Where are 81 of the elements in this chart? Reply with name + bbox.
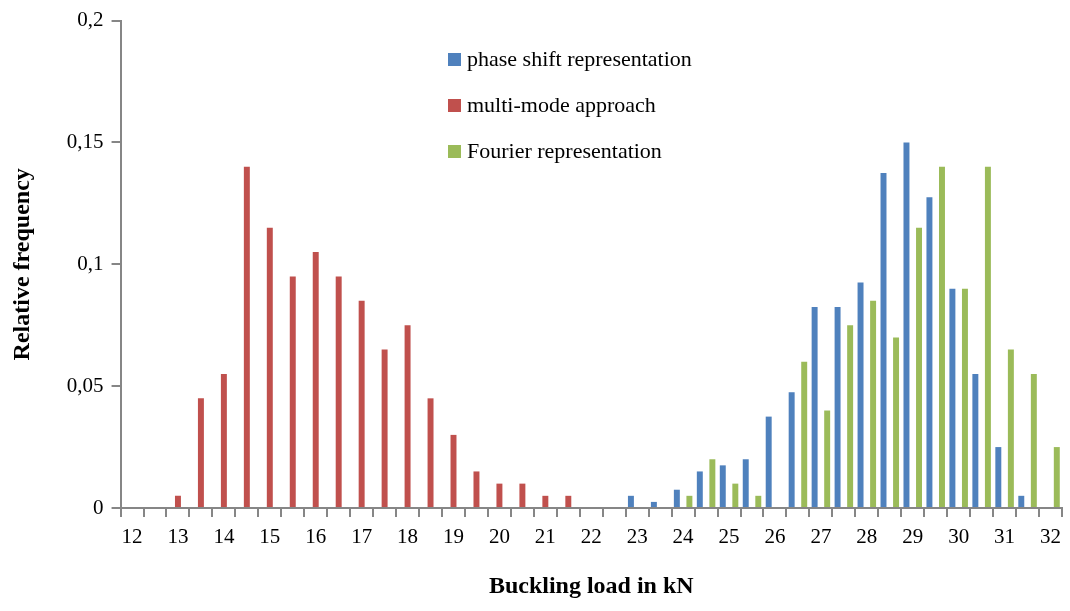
x-axis-title: Buckling load in kN [488, 571, 695, 598]
bar [381, 349, 388, 507]
x-tick-label: 16 [305, 524, 327, 549]
bar [673, 489, 680, 507]
x-tick-label: 27 [810, 524, 832, 549]
bar [834, 306, 841, 507]
x-tick-label: 31 [994, 524, 1016, 549]
x-tick-label: 18 [397, 524, 419, 549]
bar [755, 495, 762, 507]
bar [243, 166, 250, 507]
x-tick-label: 19 [443, 524, 464, 549]
bar [870, 300, 877, 507]
x-tick-label: 17 [351, 524, 373, 549]
y-axis-title: Relative frequency [7, 168, 34, 361]
bar [220, 373, 227, 507]
x-tick-label: 29 [902, 524, 924, 549]
x-tick-label: 15 [259, 524, 281, 549]
bar [824, 410, 831, 507]
bar [961, 288, 968, 507]
bar [1018, 495, 1025, 507]
bar [788, 392, 795, 507]
x-tick-label: 20 [488, 524, 510, 549]
bar [496, 483, 503, 507]
bar [893, 337, 900, 507]
bar [197, 398, 204, 507]
legend-label: Fourier representation [467, 138, 662, 164]
x-tick-label: 13 [167, 524, 189, 549]
x-tick-label: 25 [718, 524, 740, 549]
y-tick-label: 0,05 [66, 372, 104, 397]
bar [473, 471, 480, 507]
bar [995, 447, 1002, 507]
bar [686, 495, 693, 507]
bar [732, 483, 739, 507]
bar [765, 416, 772, 507]
x-tick-label: 30 [948, 524, 970, 549]
bar [627, 495, 634, 507]
bar [916, 227, 922, 507]
x-tick-label: 23 [626, 524, 648, 549]
bar [926, 197, 933, 507]
bar [174, 495, 181, 507]
bar [289, 276, 296, 507]
x-tick-label: 22 [580, 524, 602, 549]
y-tick-label: 0,2 [77, 7, 104, 32]
bar [1030, 373, 1037, 507]
bar [847, 325, 854, 507]
bar [696, 471, 703, 507]
bar [266, 227, 273, 507]
bar [857, 282, 864, 507]
bar [709, 459, 716, 507]
bar [542, 495, 549, 507]
x-tick-label: 26 [764, 524, 786, 549]
y-tick-label: 0 [93, 494, 104, 519]
bar [565, 495, 572, 507]
bar [650, 501, 657, 507]
bar [742, 459, 749, 507]
bar [404, 325, 411, 507]
x-tick-label: 24 [672, 524, 695, 549]
bar [903, 142, 910, 507]
x-tick-label: 21 [534, 524, 556, 549]
y-tick-label: 0,1 [77, 250, 104, 275]
legend-label: multi-mode approach [467, 92, 656, 118]
bar [719, 465, 726, 507]
bar [939, 166, 945, 507]
bar [358, 300, 365, 507]
y-tick-label: 0,15 [66, 128, 104, 153]
bar [801, 361, 808, 507]
x-tick-label: 32 [1040, 524, 1062, 549]
bar [811, 306, 818, 507]
bar [519, 483, 526, 507]
x-tick-label: 12 [121, 524, 143, 549]
bar [312, 252, 319, 507]
bar [949, 288, 956, 507]
bar [1007, 349, 1014, 507]
bar [1053, 447, 1060, 507]
bar [335, 276, 342, 507]
bar [972, 373, 979, 507]
bar [427, 398, 434, 507]
x-tick-label: 28 [856, 524, 878, 549]
x-tick-label: 14 [213, 524, 235, 549]
bar [984, 166, 991, 507]
legend-label: phase shift representation [467, 46, 692, 72]
